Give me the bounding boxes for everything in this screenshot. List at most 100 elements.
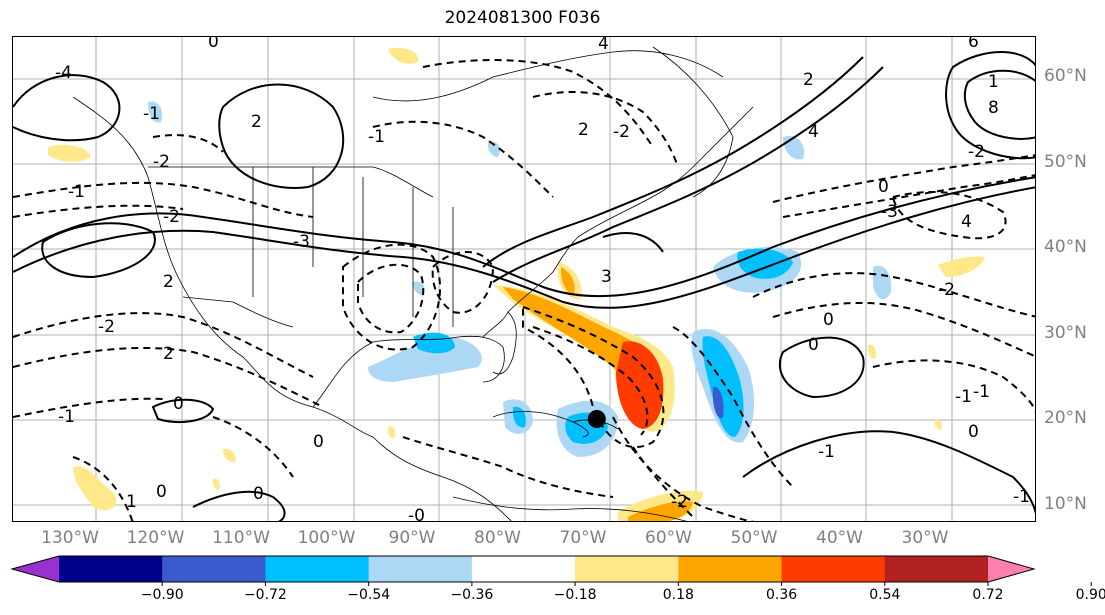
colorbar-segment <box>575 556 679 582</box>
contour-label: 0 <box>156 482 167 502</box>
contour-label: 0 <box>878 177 889 197</box>
colorbar-extend-high <box>988 556 1034 582</box>
contour-label: 2 <box>251 112 262 132</box>
colorbar-segment <box>781 556 886 582</box>
contour-label: -1 <box>973 382 990 402</box>
colorbar-tick-label: 0.90 <box>1075 587 1105 603</box>
coastlines-borders <box>72 46 754 521</box>
shading-blue-ohio <box>413 281 425 295</box>
colorbar-segment <box>162 556 266 582</box>
contour-dashed-6 <box>342 243 441 351</box>
colorbar-extend-low <box>12 556 59 582</box>
contour-label: 6 <box>968 37 979 52</box>
shading-yellow-pac2 <box>73 466 117 511</box>
coast-florida <box>482 311 517 375</box>
colorbar-tick-label: 0.36 <box>766 587 798 603</box>
colorbar-segment <box>368 556 473 582</box>
contour-label: -1 <box>68 182 85 202</box>
shading-blue-atl1-deep <box>713 386 724 419</box>
contour-dashed-19 <box>782 174 1035 218</box>
contour-dashed-2 <box>13 204 184 218</box>
contour-solid-ne-loop2 <box>963 69 1035 140</box>
coast-north-america <box>72 96 512 521</box>
longitude-label: 100°W <box>297 528 356 548</box>
contour-dashed-9 <box>522 305 665 448</box>
contour-label: 2 <box>803 70 814 90</box>
shading-yellow-small5 <box>387 426 396 438</box>
contour-solid-west-loop <box>41 222 156 279</box>
longitude-label: 40°W <box>816 528 863 548</box>
contour-label: 0 <box>208 37 219 52</box>
contour-label: 2 <box>578 120 589 140</box>
shading-blue-ne <box>487 141 500 157</box>
colorbar-tick-label: −0.18 <box>553 587 597 603</box>
contour-dashed-18 <box>772 154 1035 203</box>
colorbar-segment <box>59 556 163 582</box>
map-panel[interactable]: -4 -2 0 2 -1 -2 -3 4 2 -2 -1 3 0 2 -2 1 … <box>12 36 1036 522</box>
colorbar-segment <box>884 556 989 582</box>
contour-label: 8 <box>988 98 999 118</box>
coast-gulf-mexico <box>312 335 505 408</box>
contour-label: 0 <box>968 422 979 442</box>
contour-label: -3 <box>293 232 310 252</box>
contour-label: -1 <box>1013 487 1030 507</box>
contour-solid-atl-south <box>742 430 1035 515</box>
colorbar-tick-label: −0.36 <box>450 587 494 603</box>
colorbar-tick-label: −0.72 <box>243 587 287 603</box>
contour-dashed-5 <box>13 397 164 418</box>
coast-canada-north <box>372 50 724 102</box>
contour-dashed-14 <box>752 272 1035 318</box>
contour-dashed-25 <box>212 416 294 478</box>
shading-yellow-east <box>938 256 985 277</box>
contour-solid-main-4 <box>492 66 884 283</box>
contour-dashed-15 <box>772 301 1035 358</box>
longitude-label: 120°W <box>126 528 185 548</box>
latitude-label: 20°N <box>1044 408 1087 428</box>
map-title: 2024081300 F036 <box>444 8 601 28</box>
contour-label: -2 <box>98 317 115 337</box>
coast-east-coast <box>507 106 754 313</box>
contour-dashed-4 <box>13 346 324 408</box>
contour-solid-atl-loop <box>778 336 865 399</box>
contour-label: -2 <box>938 280 955 300</box>
shading-red-storm <box>616 341 664 429</box>
contour-label: 4 <box>961 212 972 232</box>
contour-solid-bottom <box>192 490 286 521</box>
shading-blue-atl2 <box>873 265 892 300</box>
contour-label: -0 <box>408 506 425 522</box>
height-contours <box>13 51 1035 521</box>
latitude-label: 10°N <box>1044 493 1087 514</box>
contour-label: 4 <box>808 122 819 142</box>
longitude-label: 70°W <box>559 528 607 548</box>
longitude-label: 60°W <box>645 528 692 548</box>
shading-blue-pac <box>148 101 163 123</box>
contour-label: 0 <box>808 335 819 355</box>
contour-dashed-20 <box>372 120 554 198</box>
coast-cuba <box>492 411 589 438</box>
contour-dashed-23 <box>152 134 224 153</box>
contour-solid-mid <box>602 232 664 253</box>
longitude-label: 80°W <box>474 528 521 548</box>
longitude-label: 30°W <box>901 528 949 548</box>
contour-dashed-7 <box>357 263 425 334</box>
contour-dashed-24 <box>402 436 614 498</box>
contour-dashed-3 <box>13 312 314 378</box>
contour-label: -2 <box>968 142 985 162</box>
latitude-label: 60°N <box>1044 66 1087 86</box>
contour-solid-sw <box>151 398 215 423</box>
contour-label: -1 <box>955 387 972 407</box>
longitude-label: 50°W <box>730 528 778 548</box>
contour-dashed-17 <box>891 191 1007 240</box>
contour-dashed-1 <box>13 181 314 218</box>
longitude-label: 130°W <box>41 528 99 548</box>
longitude-label: 110°W <box>212 528 270 548</box>
map-canvas: -4 -2 0 2 -1 -2 -3 4 2 -2 -1 3 0 2 -2 1 … <box>13 37 1035 522</box>
contour-label: -2 <box>671 492 688 512</box>
colorbar-outline <box>10 555 1036 583</box>
contour-solid-main-3 <box>482 56 864 268</box>
contour-dashed-10 <box>532 326 649 436</box>
contour-solid-pac-loop <box>13 74 121 142</box>
contour-label: 0 <box>173 394 184 414</box>
contour-dashed-13 <box>672 326 794 488</box>
latitude-label: 30°N <box>1044 322 1087 343</box>
